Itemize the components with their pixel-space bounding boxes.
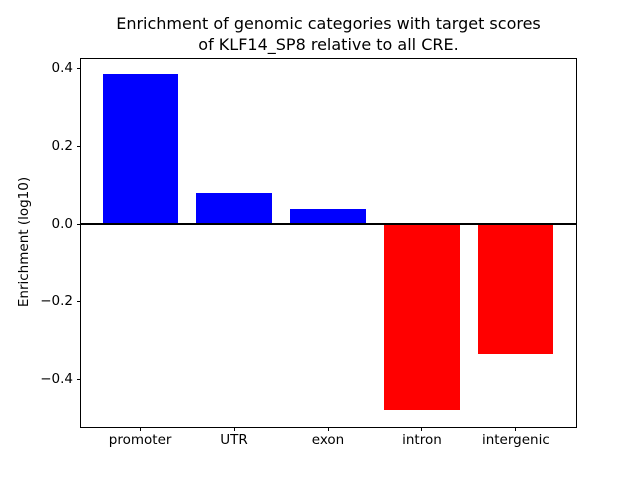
y-tick-label: 0.2: [51, 137, 73, 154]
x-tick-label-exon: exon: [311, 432, 345, 449]
zero-line: [80, 223, 576, 226]
y-tick-mark: [76, 67, 80, 69]
y-tick-mark: [76, 301, 80, 303]
x-tick-mark: [515, 427, 517, 431]
plot-border: [80, 57, 577, 429]
bar-promoter: [102, 74, 178, 225]
x-tick-label-promoter: promoter: [108, 432, 172, 449]
chart-title: Enrichment of genomic categories with ta…: [80, 13, 577, 55]
x-tick-label-intron: intron: [402, 432, 442, 449]
y-tick-mark: [76, 145, 80, 147]
chart-title-line1: Enrichment of genomic categories with ta…: [116, 14, 541, 33]
bar-intron: [384, 224, 460, 411]
y-tick-label: 0.0: [51, 215, 73, 232]
y-tick-label: 0.4: [51, 59, 73, 76]
y-tick-label: −0.4: [40, 371, 73, 388]
y-tick-mark: [76, 223, 80, 225]
chart-title-line2: of KLF14_SP8 relative to all CRE.: [198, 35, 459, 54]
x-tick-label-intergenic: intergenic: [481, 432, 550, 449]
bar-UTR: [196, 192, 272, 225]
y-tick-mark: [76, 379, 80, 381]
y-axis-label: Enrichment (log10): [16, 176, 32, 308]
x-tick-mark: [233, 427, 235, 431]
x-tick-mark: [327, 427, 329, 431]
bar-exon: [290, 209, 366, 225]
y-tick-label: −0.2: [40, 293, 73, 310]
x-tick-mark: [139, 427, 141, 431]
x-tick-label-UTR: UTR: [220, 432, 248, 449]
bar-intergenic: [478, 224, 554, 355]
x-tick-mark: [421, 427, 423, 431]
